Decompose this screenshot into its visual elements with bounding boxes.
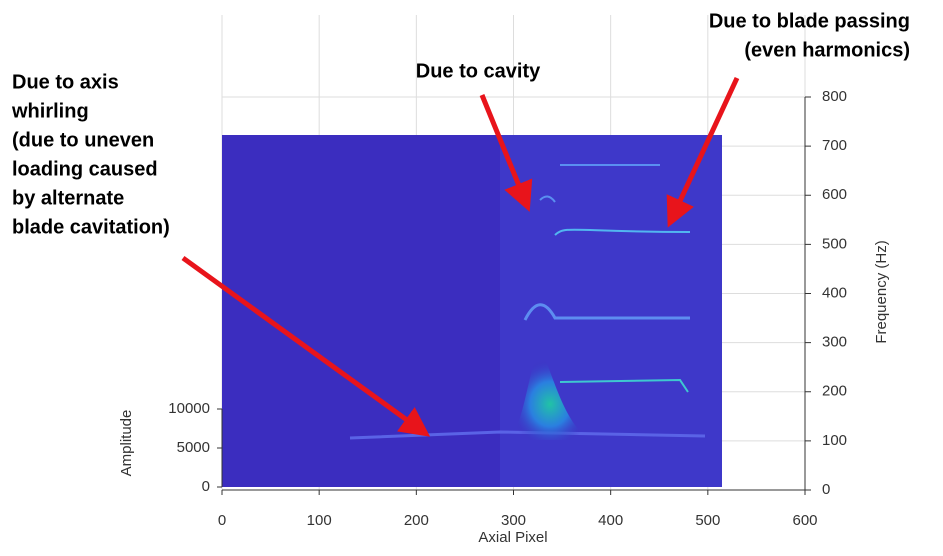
arrows: [181, 76, 740, 437]
annotation: blade cavitation): [12, 216, 170, 238]
y-tick-label: 100: [822, 432, 847, 449]
peak: [510, 350, 590, 440]
annotation: (due to uneven: [12, 129, 154, 151]
annotation: whirling: [11, 100, 89, 122]
y-tick-label: 400: [822, 284, 847, 301]
x-tick-label: 0: [218, 512, 226, 529]
y-tick-label: 300: [822, 334, 847, 351]
annotation: Due to cavity: [416, 60, 541, 82]
annotations: Due to axis whirling (due to uneven loading…: [11, 10, 910, 238]
z-tick-label: 10000: [168, 400, 210, 417]
arrow: [479, 94, 533, 212]
x-axis-label: Axial Pixel: [478, 529, 547, 546]
ridge: [539, 195, 556, 203]
annotation: (even harmonics): [744, 39, 910, 61]
ridge: [554, 228, 691, 236]
annotation: Due to blade passing: [709, 10, 910, 32]
z-axis-label: Amplitude: [118, 410, 135, 477]
annotation: Due to axis: [12, 71, 119, 93]
x-tick-label: 600: [792, 512, 817, 529]
arrow: [666, 76, 740, 228]
surface: [222, 135, 722, 487]
y-tick-label: 700: [822, 137, 847, 154]
axes: 0 100 200 300 400 500 600 0 100 200 300 400 500 600 70…: [168, 88, 847, 529]
x-tick-label: 500: [695, 512, 720, 529]
y-axis-label: Frequency (Hz): [873, 240, 890, 343]
y-tick-label: 800: [822, 88, 847, 105]
x-tick-label: 200: [404, 512, 429, 529]
ridge: [523, 303, 690, 321]
annotation: loading caused: [12, 158, 158, 180]
x-tick-label: 400: [598, 512, 623, 529]
y-tick-label: 200: [822, 383, 847, 400]
y-tick-label: 0: [822, 481, 830, 498]
x-tick-label: 300: [501, 512, 526, 529]
arrow: [181, 255, 431, 437]
y-tick-label: 500: [822, 235, 847, 252]
z-tick-label: 5000: [177, 439, 210, 456]
y-tick-label: 600: [822, 186, 847, 203]
annotation: by alternate: [12, 187, 124, 209]
x-tick-label: 100: [307, 512, 332, 529]
ridge: [559, 378, 689, 393]
z-tick-label: 0: [202, 478, 210, 495]
